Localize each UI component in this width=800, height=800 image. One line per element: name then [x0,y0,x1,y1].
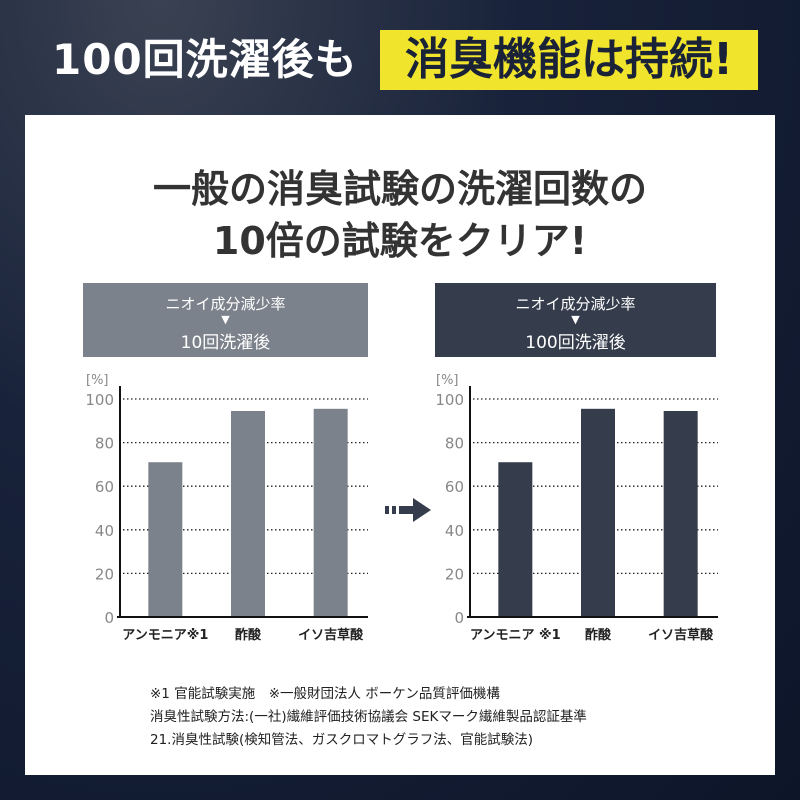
footnote: 消臭性試験方法:(一社)繊維評価技術協議会 SEKマーク繊維製品認証基準 [150,709,587,725]
bar [663,410,698,617]
y-tick-label: 40 [95,522,114,540]
right-arrow-icon [385,498,431,522]
heading-line1: 一般の消臭試験の洗濯回数の [152,167,647,211]
condition-label: 100回洗濯後 [525,333,626,353]
y-tick-label: 20 [95,565,114,583]
x-tick-label: イソ吉草酸 [648,627,714,643]
y-tick-label: 80 [445,435,464,453]
bar [313,408,348,617]
header-box-100-washes: ニオイ成分減少率 ▼ 100回洗濯後 [435,283,716,357]
y-tick-label: 0 [104,609,114,627]
x-tick-label: 酢酸 [235,627,262,643]
banner-lead: 100回洗濯後も [52,35,358,84]
y-tick-label: 60 [95,478,114,496]
condition-label: 10回洗濯後 [180,333,271,353]
x-tick-label: イソ吉草酸 [298,627,364,643]
bar [581,408,615,617]
y-tick-label: 100 [435,391,464,409]
y-tick-label: 60 [445,478,464,496]
down-triangle-icon: ▼ [221,313,230,326]
footnote: 21.消臭性試験(検知管法、ガスクロマトグラフ法、官能試験法) [150,732,534,748]
y-tick-label: 20 [445,565,464,583]
footnotes: ※1 官能試験実施 ※一般財団法人 ボーケン品質評価機構 消臭性試験方法:(一社… [150,683,587,752]
footnote: ※1 官能試験実施 ※一般財団法人 ボーケン品質評価機構 [150,686,500,702]
chart-100-washes: [%] 0 20 40 60 80 100 アンモニア ※1 酢酸 イソ吉草酸 [435,373,718,643]
header-box-10-washes: ニオイ成分減少率 ▼ 10回洗濯後 [83,283,368,357]
x-tick-label: アンモニア ※1 [470,628,561,643]
x-tick-label: アンモニア※1 [122,628,208,643]
heading-line2: 10倍の試験をクリア! [212,219,588,263]
bar [231,410,265,617]
metric-label: ニオイ成分減少率 [515,295,636,313]
unit-label: [%] [436,373,459,388]
y-tick-label: 0 [454,609,464,627]
y-tick-label: 80 [95,435,114,453]
banner-highlight: 消臭機能は持続! [380,30,758,90]
unit-label: [%] [86,373,109,388]
y-tick-label: 100 [85,391,114,409]
metric-label: ニオイ成分減少率 [165,295,286,313]
bar [148,462,183,617]
y-tick-label: 40 [445,522,464,540]
content-panel [25,115,775,775]
x-tick-label: 酢酸 [585,627,612,643]
chart-10-washes: [%] 0 20 40 60 80 100 アンモニア※1 酢酸 イソ吉草酸 [85,373,368,643]
bar [498,462,533,617]
down-triangle-icon: ▼ [571,313,580,326]
